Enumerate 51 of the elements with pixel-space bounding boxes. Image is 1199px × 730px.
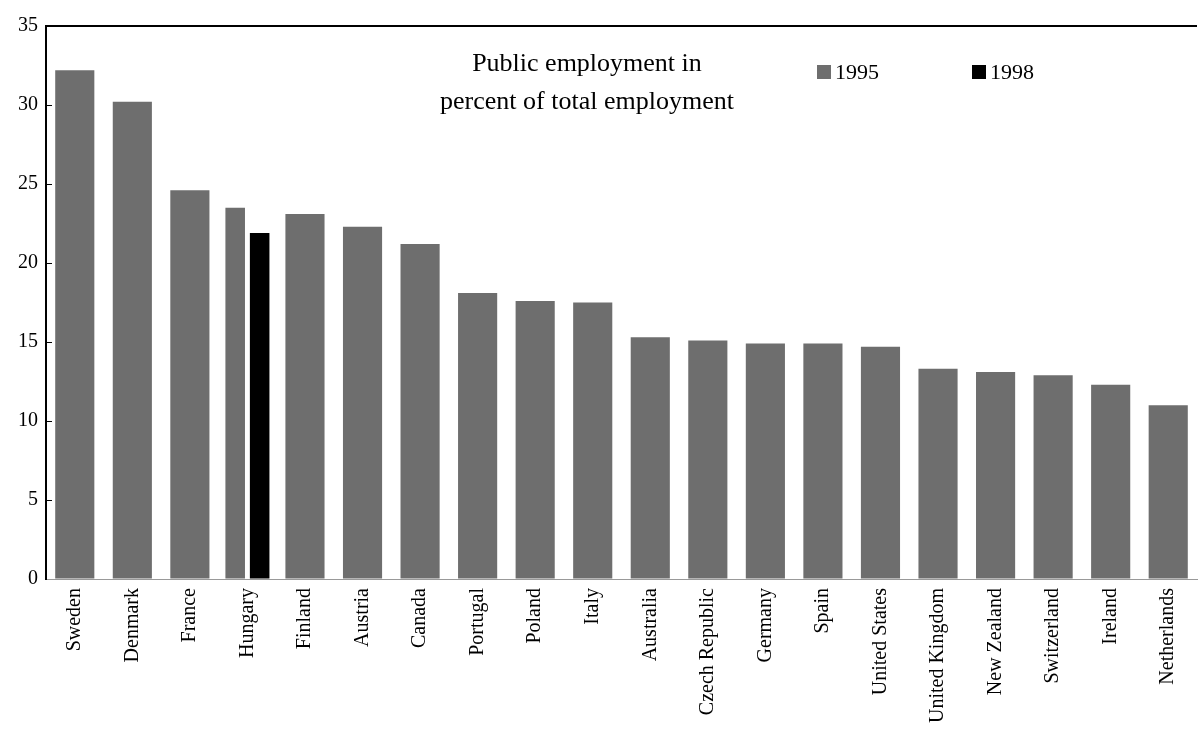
bar xyxy=(1148,405,1188,579)
x-tick-label: Canada xyxy=(407,587,430,648)
x-tick-label: Austria xyxy=(349,587,372,647)
x-tick-label: Spain xyxy=(810,588,834,634)
x-tick-label: Portugal xyxy=(464,587,488,656)
bar xyxy=(112,101,152,579)
x-tick-label: Switzerland xyxy=(1040,588,1063,684)
x-tick-label: Hungary xyxy=(234,588,258,658)
x-tick-label: Ireland xyxy=(1097,588,1120,645)
x-tick-label: Italy xyxy=(579,588,603,625)
x-tick-label: Netherlands xyxy=(1155,587,1178,685)
y-tick-label: 20 xyxy=(18,250,38,273)
bar xyxy=(249,232,270,579)
legend-label: 1995 xyxy=(835,58,879,84)
y-tick-label: 30 xyxy=(18,92,38,115)
bar xyxy=(630,337,670,579)
x-tick-label: Australia xyxy=(637,587,660,662)
x-tick-label: United Kingdom xyxy=(925,587,949,724)
x-tick-label: Finland xyxy=(292,588,315,650)
bar xyxy=(918,368,958,579)
y-tick-label: 15 xyxy=(18,329,38,352)
x-tick-label: United States xyxy=(867,587,890,696)
bar xyxy=(458,293,498,579)
y-tick-label: 35 xyxy=(18,13,38,36)
legend-label: 1998 xyxy=(990,58,1034,84)
bar xyxy=(285,214,325,579)
bar xyxy=(688,340,728,579)
bar xyxy=(55,70,95,579)
x-tick-label: Denmark xyxy=(119,588,142,663)
x-tick-label: Czech Republic xyxy=(695,587,719,716)
bar xyxy=(515,300,555,579)
bar xyxy=(342,226,383,579)
y-tick-label: 5 xyxy=(28,487,38,510)
bar xyxy=(400,244,440,579)
x-tick-label: Germany xyxy=(752,588,776,663)
bar xyxy=(170,190,210,579)
bar xyxy=(573,302,613,579)
x-tick-label: France xyxy=(177,587,200,643)
bar xyxy=(1033,375,1073,579)
x-tick-label: Poland xyxy=(522,588,545,644)
bar xyxy=(803,343,843,579)
text: Public employment in percent of total employment xyxy=(440,47,735,115)
bar xyxy=(860,346,901,579)
y-tick-label: 10 xyxy=(18,408,38,431)
y-tick-label: 25 xyxy=(18,171,38,194)
x-tick-label: Sweden xyxy=(62,588,85,652)
bar xyxy=(976,372,1016,579)
bar xyxy=(745,343,785,579)
bar xyxy=(1091,384,1131,579)
x-tick-label: New Zealand xyxy=(982,588,1005,696)
y-tick-label: 0 xyxy=(28,566,38,589)
